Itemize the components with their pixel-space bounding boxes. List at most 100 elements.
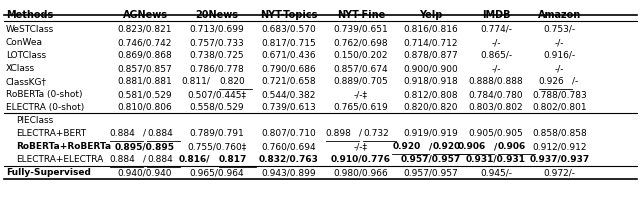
Text: 0.755/0.760‡: 0.755/0.760‡ xyxy=(188,142,246,151)
Text: 0.931/0.931: 0.931/0.931 xyxy=(466,155,526,164)
Text: 20News: 20News xyxy=(195,10,239,20)
Text: /: / xyxy=(359,129,362,138)
Text: 0.820/0.820: 0.820/0.820 xyxy=(404,103,458,112)
Text: 0.803/0.802: 0.803/0.802 xyxy=(468,103,524,112)
Text: 0.957/0.957: 0.957/0.957 xyxy=(404,168,458,177)
Text: 0.810/0.806: 0.810/0.806 xyxy=(118,103,172,112)
Text: 0.558/0.529: 0.558/0.529 xyxy=(189,103,244,112)
Text: 0.507/0.445‡: 0.507/0.445‡ xyxy=(188,90,246,99)
Text: 0.858/0.858: 0.858/0.858 xyxy=(532,129,587,138)
Text: 0.784/0.780: 0.784/0.780 xyxy=(468,90,524,99)
Text: 0.816/0.816: 0.816/0.816 xyxy=(404,25,458,34)
Text: 0.920: 0.920 xyxy=(433,142,461,151)
Text: 0.802/0.801: 0.802/0.801 xyxy=(532,103,587,112)
Text: 0.916/-: 0.916/- xyxy=(543,51,575,60)
Text: 0.937/0.937: 0.937/0.937 xyxy=(529,155,589,164)
Text: /-: /- xyxy=(572,77,579,86)
Text: NYT-Fine: NYT-Fine xyxy=(337,10,385,20)
Text: ELECTRA+ELECTRA: ELECTRA+ELECTRA xyxy=(16,155,103,164)
Text: 0.869/0.868: 0.869/0.868 xyxy=(118,51,172,60)
Text: 0.965/0.964: 0.965/0.964 xyxy=(189,168,244,177)
Text: 0.150/0.202: 0.150/0.202 xyxy=(333,51,388,60)
Text: LOTClass: LOTClass xyxy=(6,51,46,60)
Text: /: / xyxy=(429,142,432,151)
Text: 0.816/: 0.816/ xyxy=(179,155,210,164)
Text: -/-: -/- xyxy=(492,38,500,47)
Text: /: / xyxy=(143,155,146,164)
Text: 0.765/0.619: 0.765/0.619 xyxy=(333,103,388,112)
Text: 0.789/0.791: 0.789/0.791 xyxy=(189,129,244,138)
Text: 0.817/0.715: 0.817/0.715 xyxy=(262,38,316,47)
Text: 0.721/0.658: 0.721/0.658 xyxy=(262,77,316,86)
Text: 0.746/0.742: 0.746/0.742 xyxy=(118,38,172,47)
Text: 0.714/0.712: 0.714/0.712 xyxy=(404,38,458,47)
Text: 0.878/0.877: 0.878/0.877 xyxy=(404,51,458,60)
Text: 0.544/0.382: 0.544/0.382 xyxy=(262,90,316,99)
Text: 0.926: 0.926 xyxy=(539,77,564,86)
Text: 0.957/0.957: 0.957/0.957 xyxy=(401,155,461,164)
Text: 0.807/0.710: 0.807/0.710 xyxy=(262,129,316,138)
Text: 0.857/0.857: 0.857/0.857 xyxy=(118,64,172,73)
Text: 0.732: 0.732 xyxy=(363,129,388,138)
Text: PIEClass: PIEClass xyxy=(16,116,53,125)
Text: 0.889/0.705: 0.889/0.705 xyxy=(333,77,388,86)
Text: 0.900/0.900: 0.900/0.900 xyxy=(404,64,458,73)
Text: 0.918/0.918: 0.918/0.918 xyxy=(404,77,458,86)
Text: NYT-Topics: NYT-Topics xyxy=(260,10,317,20)
Text: 0.823/0.821: 0.823/0.821 xyxy=(118,25,172,34)
Text: 0.898: 0.898 xyxy=(326,129,351,138)
Text: 0.738/0.725: 0.738/0.725 xyxy=(189,51,244,60)
Text: 0.812/0.808: 0.812/0.808 xyxy=(404,90,458,99)
Text: 0.739/0.613: 0.739/0.613 xyxy=(262,103,316,112)
Text: 0.881/0.881: 0.881/0.881 xyxy=(118,77,172,86)
Text: Amazon: Amazon xyxy=(538,10,581,20)
Text: 0.671/0.436: 0.671/0.436 xyxy=(262,51,316,60)
Text: 0.817: 0.817 xyxy=(219,155,248,164)
Text: -/-: -/- xyxy=(492,64,500,73)
Text: WeSTClass: WeSTClass xyxy=(6,25,54,34)
Text: -/-‡: -/-‡ xyxy=(354,142,368,151)
Text: 0.753/-: 0.753/- xyxy=(543,25,575,34)
Text: 0.906: 0.906 xyxy=(498,142,526,151)
Text: 0.905/0.905: 0.905/0.905 xyxy=(468,129,524,138)
Text: 0.865/-: 0.865/- xyxy=(480,51,512,60)
Text: 0.940/0.940: 0.940/0.940 xyxy=(118,168,172,177)
Text: XClass: XClass xyxy=(6,64,35,73)
Text: Yelp: Yelp xyxy=(419,10,443,20)
Text: 0.790/0.686: 0.790/0.686 xyxy=(262,64,316,73)
Text: -/-: -/- xyxy=(555,64,564,73)
Text: 0.884: 0.884 xyxy=(147,129,173,138)
Text: 0.683/0.570: 0.683/0.570 xyxy=(262,25,316,34)
Text: RoBERTa+RoBERTa: RoBERTa+RoBERTa xyxy=(16,142,111,151)
Text: -/-: -/- xyxy=(555,38,564,47)
Text: 0.972/-: 0.972/- xyxy=(543,168,575,177)
Text: RoBERTa (0-shot): RoBERTa (0-shot) xyxy=(6,90,83,99)
Text: ConWea: ConWea xyxy=(6,38,43,47)
Text: ELECTRA (0-shot): ELECTRA (0-shot) xyxy=(6,103,84,112)
Text: 0.910/0.776: 0.910/0.776 xyxy=(331,155,391,164)
Text: 0.786/0.778: 0.786/0.778 xyxy=(189,64,244,73)
Text: 0.919/0.919: 0.919/0.919 xyxy=(404,129,458,138)
Text: 0.739/0.651: 0.739/0.651 xyxy=(333,25,388,34)
Text: 0.943/0.899: 0.943/0.899 xyxy=(262,168,316,177)
Text: 0.832/0.763: 0.832/0.763 xyxy=(259,155,319,164)
Text: 0.895/0.895: 0.895/0.895 xyxy=(115,142,175,151)
Text: 0.884: 0.884 xyxy=(110,155,136,164)
Text: 0.760/0.694: 0.760/0.694 xyxy=(262,142,316,151)
Text: 0.912/0.912: 0.912/0.912 xyxy=(532,142,587,151)
Text: AGNews: AGNews xyxy=(122,10,168,20)
Text: 0.762/0.698: 0.762/0.698 xyxy=(333,38,388,47)
Text: IMDB: IMDB xyxy=(482,10,510,20)
Text: 0.757/0.733: 0.757/0.733 xyxy=(189,38,244,47)
Text: 0.713/0.699: 0.713/0.699 xyxy=(189,25,244,34)
Text: Fully-Supervised: Fully-Supervised xyxy=(6,168,91,177)
Text: 0.774/-: 0.774/- xyxy=(480,25,512,34)
Text: 0.581/0.529: 0.581/0.529 xyxy=(118,90,172,99)
Text: 0.945/-: 0.945/- xyxy=(480,168,512,177)
Text: /: / xyxy=(494,142,497,151)
Text: 0.888/0.888: 0.888/0.888 xyxy=(468,77,524,86)
Text: 0.906: 0.906 xyxy=(458,142,486,151)
Text: 0.884: 0.884 xyxy=(110,129,136,138)
Text: 0.811/: 0.811/ xyxy=(182,77,211,86)
Text: ELECTRA+BERT: ELECTRA+BERT xyxy=(16,129,86,138)
